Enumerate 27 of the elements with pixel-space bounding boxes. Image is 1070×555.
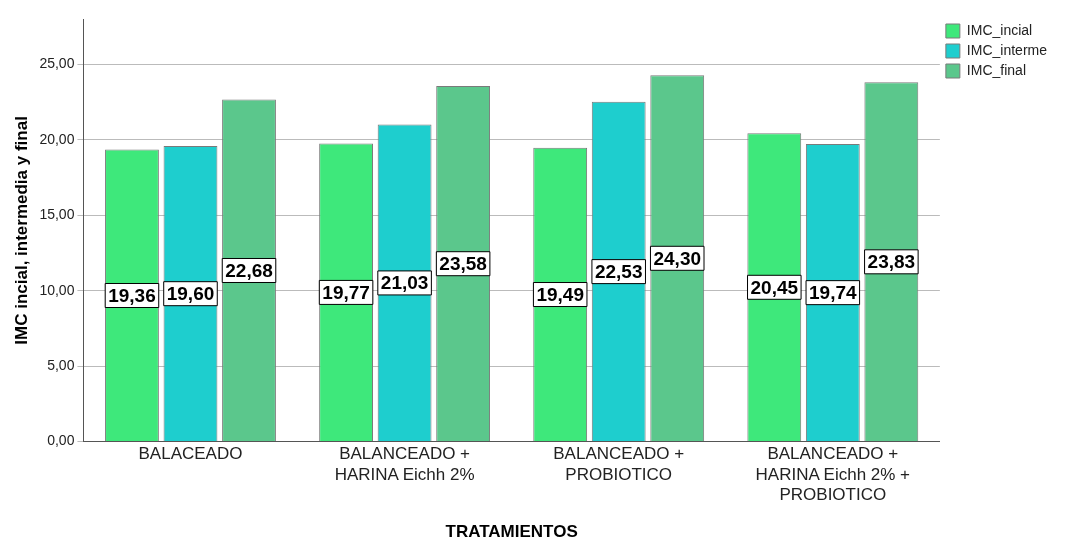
data-label: 19,77 — [322, 281, 370, 303]
x-tick-label: BALANCEADO + HARINA Eichh 2% — [334, 444, 475, 484]
y-tick-label: 20,00 — [39, 130, 75, 147]
legend-label: IMC_incial — [966, 21, 1033, 38]
x-axis-title: TRATAMIENTOS — [445, 522, 578, 542]
y-tick-label: 5,00 — [47, 356, 75, 373]
data-label: 19,49 — [536, 283, 584, 305]
x-tick-label: BALACEADO — [138, 444, 243, 464]
legend-label: IMC_interme — [966, 41, 1048, 58]
y-axis-title: IMC incial, intermedia y final — [11, 116, 31, 345]
legend-label: IMC_final — [966, 61, 1027, 78]
x-tick-label: BALANCEADO + PROBIOTICO — [553, 444, 685, 484]
data-label: 19,60 — [166, 282, 215, 304]
y-tick-label: 0,00 — [47, 432, 75, 449]
data-label: 19,74 — [809, 281, 858, 303]
data-label: 23,83 — [867, 251, 916, 273]
data-label: 21,03 — [380, 272, 429, 294]
data-label: 23,58 — [439, 252, 487, 274]
data-label: 22,53 — [594, 260, 643, 282]
data-label: 19,36 — [108, 284, 156, 306]
x-tick-label: BALANCEADO + HARINA Eichh 2% + PROBIOTICO — [755, 444, 911, 505]
y-tick-label: 15,00 — [39, 206, 75, 223]
data-label: 22,68 — [225, 259, 273, 281]
data-label: 20,45 — [750, 276, 799, 298]
y-tick-label: 10,00 — [39, 281, 75, 298]
data-label: 24,30 — [653, 247, 701, 269]
y-tick-label: 25,00 — [39, 55, 75, 72]
